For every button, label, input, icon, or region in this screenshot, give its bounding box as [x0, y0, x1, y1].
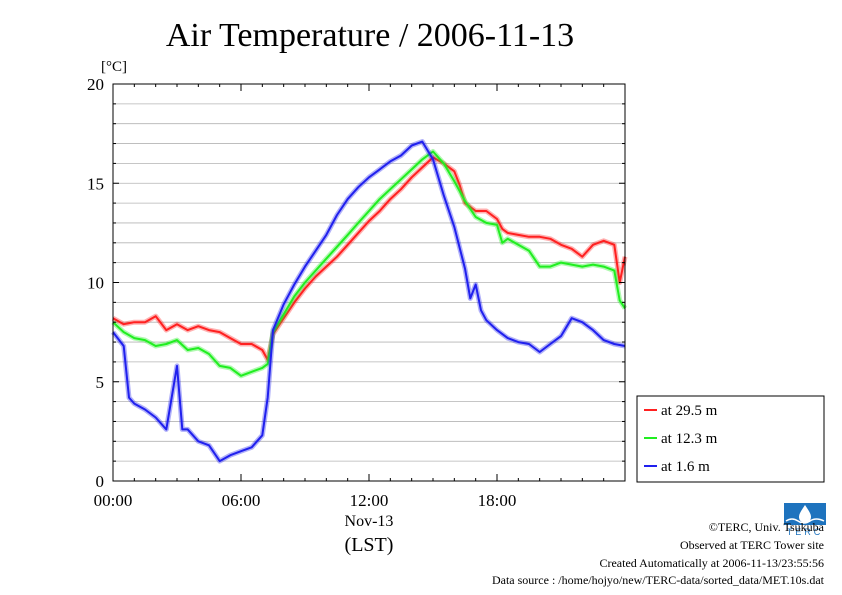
footer-copyright: ©TERC, Univ. Tsukuba — [708, 520, 824, 534]
legend-item: at 1.6 m — [644, 459, 710, 475]
logo-text: TERC — [787, 527, 824, 537]
y-axis-unit-label: [°C] — [101, 59, 127, 75]
x-axis: 00:00 06:00 12:00 18:00 — [94, 84, 626, 510]
footer-source: Data source : /home/hojyo/new/TERC-data/… — [491, 573, 824, 587]
legend-item: at 29.5 m — [644, 403, 718, 419]
series-line — [112, 140, 626, 463]
y-tick-label: 15 — [87, 174, 104, 193]
x-tick-label: 00:00 — [94, 491, 133, 510]
legend-label: at 12.3 m — [661, 431, 718, 447]
x-tick-label: 18:00 — [478, 491, 517, 510]
series-2 — [111, 139, 626, 464]
series-line — [112, 156, 626, 361]
y-tick-label: 0 — [96, 472, 105, 491]
legend-box — [636, 395, 825, 483]
series-line — [112, 150, 626, 377]
legend-item: at 12.3 m — [644, 431, 718, 447]
y-tick-label: 5 — [96, 373, 105, 392]
y-tick-label: 10 — [87, 274, 104, 293]
x-tick-label: 12:00 — [350, 491, 389, 510]
x-axis-label: Nov-13 — [345, 513, 394, 530]
y-tick-label: 20 — [87, 75, 104, 94]
series-0 — [111, 154, 628, 363]
footer-observed: Observed at TERC Tower site — [679, 538, 824, 552]
legend-label: at 1.6 m — [661, 459, 710, 475]
legend-label: at 29.5 m — [661, 403, 718, 419]
series-1 — [111, 149, 628, 379]
chart-title: Air Temperature / 2006-11-13 — [166, 17, 574, 54]
terc-logo-icon: TERC — [784, 503, 826, 537]
data-series — [111, 139, 628, 464]
footer-created: Created Automatically at 2006-11-13/23:5… — [599, 556, 824, 570]
legend: at 29.5 m at 12.3 m at 1.6 m — [636, 395, 825, 483]
x-axis-label-lst: (LST) — [345, 534, 394, 556]
y-axis: 0 5 10 15 20 — [87, 75, 625, 491]
grid-lines — [113, 103, 625, 462]
x-tick-label: 06:00 — [222, 491, 261, 510]
